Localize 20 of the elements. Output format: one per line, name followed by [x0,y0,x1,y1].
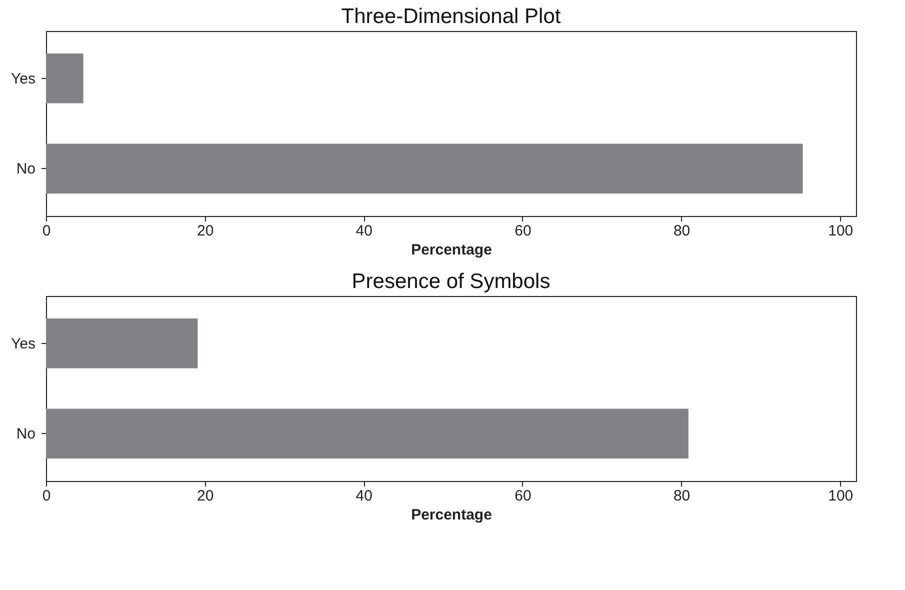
x-tick-label: 0 [42,222,51,240]
x-axis-title: Percentage [411,506,492,524]
chart-title: Three-Dimensional Plot [341,5,561,28]
y-tick-label: Yes [11,70,36,88]
x-tick-label: 60 [514,488,532,504]
x-axis-title: Percentage [411,242,492,258]
y-tick-label: No [16,426,36,443]
x-tick-label: 100 [828,222,854,240]
x-tick-label: 60 [514,222,532,240]
chart-title: Presence of Symbols [352,270,550,293]
y-tick-label: Yes [11,335,36,352]
x-tick-label: 40 [356,488,372,504]
x-tick-label: 100 [828,488,854,504]
x-tick-label: 80 [673,222,690,240]
y-tick-label: No [16,160,36,178]
x-tick-label: 20 [196,222,214,240]
x-tick-label: 40 [356,222,372,240]
x-tick-label: 0 [42,488,51,504]
x-tick-label: 20 [196,488,214,504]
x-tick-label: 80 [673,488,690,504]
